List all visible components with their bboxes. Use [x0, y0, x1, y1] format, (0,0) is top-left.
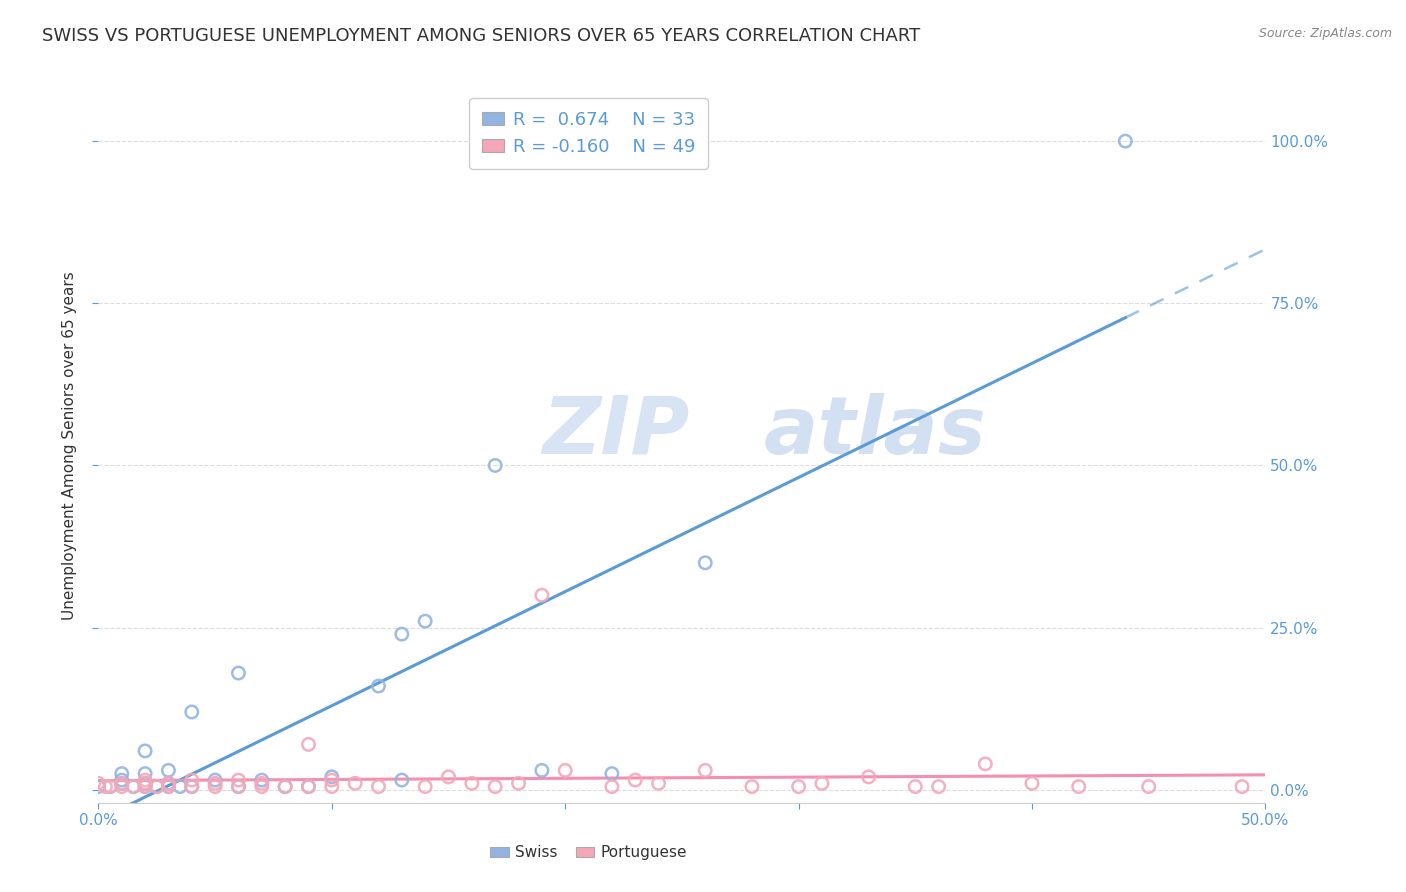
Point [87, 780, 110, 794]
Point [180, 780, 202, 794]
Legend: Swiss, Portuguese: Swiss, Portuguese [484, 839, 693, 866]
Point [111, 773, 134, 788]
Point [111, 776, 134, 790]
Point [204, 780, 226, 794]
Point [647, 776, 669, 790]
Point [321, 770, 343, 784]
Point [146, 780, 169, 794]
Point [250, 780, 273, 794]
Point [1067, 780, 1090, 794]
Point [274, 780, 297, 794]
Point [297, 780, 319, 794]
Point [98, 780, 121, 794]
Point [624, 773, 647, 788]
Point [134, 776, 156, 790]
Point [250, 773, 273, 788]
Point [134, 766, 156, 780]
Point [530, 764, 553, 778]
Point [122, 780, 145, 794]
Point [695, 556, 717, 570]
Point [111, 766, 134, 780]
Point [974, 756, 997, 771]
Point [157, 780, 180, 794]
Point [858, 770, 880, 784]
Point [157, 780, 180, 794]
Point [413, 614, 436, 628]
Point [413, 780, 436, 794]
Point [134, 744, 156, 758]
Point [169, 780, 191, 794]
Text: atlas: atlas [763, 392, 987, 471]
Point [94, 780, 117, 794]
Point [484, 458, 506, 473]
Point [180, 780, 202, 794]
Point [297, 780, 319, 794]
Point [904, 780, 927, 794]
Text: SWISS VS PORTUGUESE UNEMPLOYMENT AMONG SENIORS OVER 65 YEARS CORRELATION CHART: SWISS VS PORTUGUESE UNEMPLOYMENT AMONG S… [42, 27, 921, 45]
Point [344, 776, 367, 790]
Y-axis label: Unemployment Among Seniors over 65 years: Unemployment Among Seniors over 65 years [62, 272, 77, 620]
Point [228, 773, 250, 788]
Point [134, 773, 156, 788]
Point [228, 666, 250, 681]
Text: ZIP: ZIP [541, 392, 689, 471]
Point [321, 773, 343, 788]
Point [204, 773, 226, 788]
Point [484, 780, 506, 794]
Point [157, 764, 180, 778]
Point [297, 738, 319, 752]
Point [461, 776, 484, 790]
Point [204, 776, 226, 790]
Point [600, 766, 623, 780]
Point [228, 780, 250, 794]
Point [157, 776, 180, 790]
Point [530, 588, 553, 602]
Point [87, 776, 110, 790]
Point [391, 773, 413, 788]
Point [111, 776, 134, 790]
Point [391, 627, 413, 641]
Point [695, 764, 717, 778]
Point [134, 780, 156, 794]
Point [811, 776, 834, 790]
Point [98, 780, 121, 794]
Point [600, 780, 623, 794]
Point [157, 776, 180, 790]
Point [321, 780, 343, 794]
Point [250, 776, 273, 790]
Point [1114, 134, 1136, 148]
Point [274, 780, 297, 794]
Point [928, 780, 950, 794]
Point [122, 780, 145, 794]
Text: Source: ZipAtlas.com: Source: ZipAtlas.com [1258, 27, 1392, 40]
Point [180, 705, 202, 719]
Point [180, 773, 202, 788]
Point [741, 780, 763, 794]
Point [146, 780, 169, 794]
Point [111, 780, 134, 794]
Point [787, 780, 810, 794]
Point [437, 770, 460, 784]
Point [508, 776, 530, 790]
Point [1230, 780, 1253, 794]
Point [367, 780, 389, 794]
Point [134, 776, 156, 790]
Point [367, 679, 389, 693]
Point [134, 780, 156, 794]
Point [1137, 780, 1160, 794]
Point [554, 764, 576, 778]
Point [228, 780, 250, 794]
Point [1021, 776, 1043, 790]
